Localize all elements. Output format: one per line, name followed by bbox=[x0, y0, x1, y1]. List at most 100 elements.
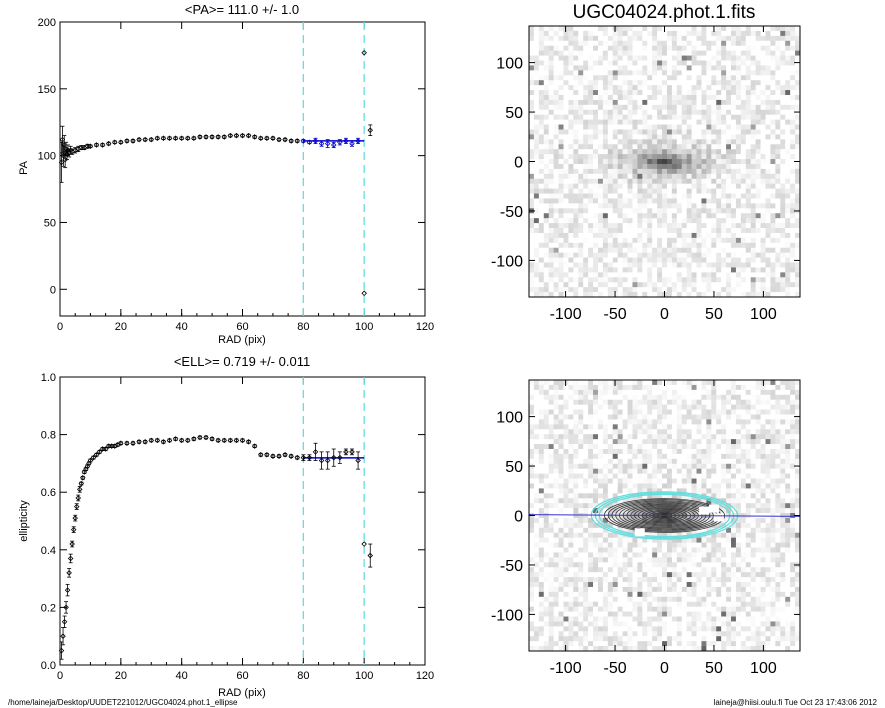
ell-point bbox=[87, 457, 94, 464]
pa-point bbox=[154, 135, 161, 142]
ell-point bbox=[154, 437, 161, 444]
ell-ytick-label: 0.0 bbox=[41, 660, 56, 672]
ovl-xtick-label: 0 bbox=[660, 660, 669, 677]
ell-axes-frame bbox=[59, 376, 426, 666]
pa-point bbox=[270, 135, 276, 142]
ell-point bbox=[300, 454, 307, 461]
pa-point bbox=[276, 136, 282, 143]
ell-point bbox=[66, 570, 72, 576]
isophote-overlay-image: -100 -50 0 50 100 -100 -50 0 50 100 bbox=[491, 379, 801, 677]
ell-xtick-label: 20 bbox=[115, 670, 127, 682]
ell-point bbox=[178, 437, 185, 444]
ell-point bbox=[282, 451, 288, 458]
pa-point bbox=[294, 138, 301, 144]
pa-xtick-label: 60 bbox=[236, 321, 248, 333]
img-ytick-label: 0 bbox=[514, 155, 523, 172]
ell-point bbox=[73, 503, 80, 510]
ell-ytick-label: 0.6 bbox=[41, 487, 56, 499]
ell-point bbox=[209, 436, 215, 442]
ell-point bbox=[80, 475, 86, 481]
pa-point bbox=[191, 135, 197, 142]
ell-point bbox=[233, 437, 240, 444]
pa-point bbox=[355, 138, 361, 144]
ell-ytick-label: 0.8 bbox=[41, 430, 56, 442]
ovl-pixel-grid bbox=[529, 380, 801, 652]
pa-point bbox=[257, 135, 264, 142]
ell-point bbox=[102, 446, 109, 452]
ell-point bbox=[69, 541, 75, 547]
ell-point bbox=[288, 453, 294, 459]
pa-point bbox=[197, 134, 203, 140]
ell-point bbox=[349, 449, 355, 455]
pa-ytick-label: 200 bbox=[38, 17, 56, 29]
ell-xtick-label: 120 bbox=[416, 670, 434, 682]
pa-point bbox=[312, 138, 319, 144]
ovl-xtick-label: -100 bbox=[550, 660, 582, 677]
pa-point bbox=[172, 135, 179, 142]
pa-point bbox=[124, 138, 130, 144]
img-xtick-label: 50 bbox=[705, 306, 723, 323]
pa-point bbox=[324, 140, 331, 147]
pa-point bbox=[367, 127, 374, 134]
pa-point bbox=[209, 134, 215, 140]
ell-point bbox=[197, 434, 203, 441]
pa-point bbox=[227, 132, 234, 139]
ell-point bbox=[264, 451, 270, 458]
ell-point bbox=[142, 439, 148, 445]
ovl-mask bbox=[713, 513, 724, 522]
ell-point bbox=[63, 604, 69, 611]
ovl-xtick-label: 50 bbox=[705, 660, 723, 677]
pa-point bbox=[136, 136, 142, 143]
ell-point bbox=[148, 437, 155, 444]
img-xtick-label: -50 bbox=[603, 306, 626, 323]
pa-xtick-label: 20 bbox=[115, 321, 127, 333]
ell-point bbox=[355, 457, 361, 464]
ell-ytick-label: 0.4 bbox=[41, 545, 56, 557]
ellipticity-plot-xlabel: RAD (pix) bbox=[218, 687, 266, 699]
ell-point bbox=[72, 515, 78, 521]
ell-point bbox=[93, 451, 100, 458]
img-pixel-grid bbox=[529, 26, 801, 298]
ovl-ytick-label: -50 bbox=[500, 558, 523, 575]
pa-point bbox=[306, 139, 313, 146]
pa-ytick-label: 50 bbox=[44, 217, 56, 229]
ell-point bbox=[75, 495, 82, 501]
ell-point bbox=[276, 453, 282, 459]
pa-ytick-label: 150 bbox=[38, 84, 56, 96]
ell-point bbox=[64, 587, 71, 593]
ell-point bbox=[78, 480, 85, 487]
pa-plot: <PA>= 111.0 +/- 1.0 RAD (pix) PA 0 20 40 60… bbox=[18, 2, 434, 346]
pa-point bbox=[148, 136, 155, 143]
pa-point bbox=[288, 138, 294, 144]
pa-point bbox=[349, 140, 355, 147]
ell-point bbox=[191, 436, 197, 442]
pa-point bbox=[87, 143, 94, 150]
pa-point bbox=[93, 142, 100, 148]
pa-xtick-label: 40 bbox=[176, 321, 188, 333]
ell-point bbox=[221, 437, 228, 444]
ell-point bbox=[90, 454, 97, 461]
ell-point bbox=[306, 454, 313, 461]
pa-point bbox=[361, 290, 367, 297]
pa-point bbox=[264, 135, 270, 142]
img-xtick-label: -100 bbox=[550, 306, 582, 323]
pa-point bbox=[221, 134, 228, 140]
img-ytick-label: -50 bbox=[500, 204, 523, 221]
ell-point bbox=[203, 434, 209, 441]
pa-point bbox=[118, 139, 124, 146]
pa-point bbox=[184, 135, 191, 142]
ovl-ytick-label: 100 bbox=[496, 410, 523, 427]
ell-point bbox=[245, 439, 252, 445]
pa-axes-frame bbox=[59, 21, 426, 317]
pa-ytick-label: 0 bbox=[50, 284, 56, 296]
ell-point bbox=[67, 555, 74, 562]
galaxy-image-title: UGC04024.phot.1.fits bbox=[573, 2, 756, 23]
ellipticity-plot-ylabel: ellipticity bbox=[18, 500, 30, 542]
ovl-major-axis-line bbox=[529, 514, 800, 517]
pa-plot-xlabel: RAD (pix) bbox=[218, 334, 266, 346]
ell-point bbox=[96, 449, 103, 455]
ell-point bbox=[136, 439, 142, 445]
ellipticity-plot: <ELL>= 0.719 +/- 0.011 RAD (pix) ellipti… bbox=[18, 354, 434, 699]
ell-point bbox=[172, 436, 179, 442]
ell-point bbox=[330, 454, 337, 461]
